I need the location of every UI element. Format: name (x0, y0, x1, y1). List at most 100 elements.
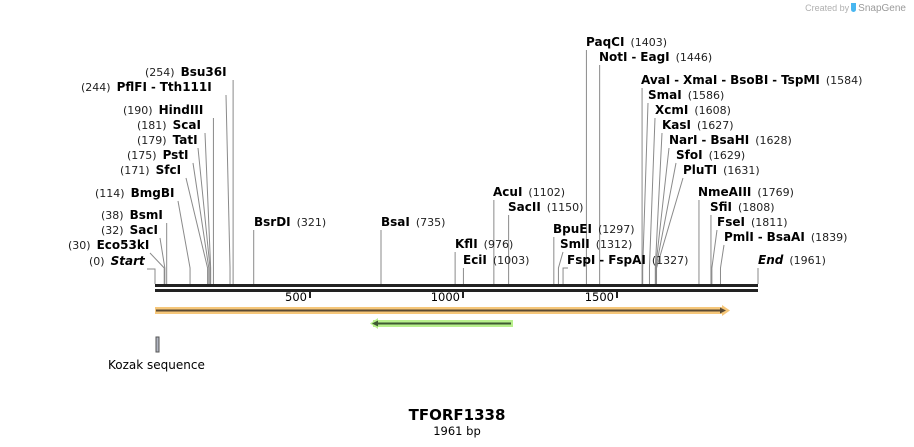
arrow-left-icon (372, 320, 378, 327)
orf-forward-feature[interactable] (155, 305, 730, 316)
cut-line-fsei (711, 229, 718, 284)
site-label-end[interactable]: End (1961) (758, 253, 832, 268)
separator: - (701, 133, 707, 147)
site-label-pluti[interactable]: PluTI (1631) (683, 163, 766, 178)
site-label-avai[interactable]: AvaI - XmaI - BsoBI - TspMI (1584) (641, 73, 868, 88)
enzyme-name: BsaHI (710, 133, 750, 147)
separator: - (674, 73, 680, 87)
credit-prefix: Created by (805, 3, 850, 13)
enzyme-name: NarI (669, 133, 698, 147)
sequence-backbone-top[interactable] (155, 284, 758, 287)
enzyme-name: FspAI (608, 253, 646, 267)
site-label-start[interactable]: (0) Start (83, 254, 145, 269)
site-label-smai[interactable]: SmaI (1586) (648, 88, 730, 103)
site-label-kasi[interactable]: KasI (1627) (662, 118, 740, 133)
site-position: (1003) (492, 254, 530, 267)
enzyme-name: AcuI (493, 185, 523, 199)
site-position: (1811) (750, 216, 788, 229)
site-position: (0) (89, 255, 105, 268)
site-position: (976) (483, 238, 514, 251)
arrow-right-icon (720, 307, 726, 314)
cut-line-xcmi (648, 117, 656, 284)
site-label-smli[interactable]: SmlI (1312) (560, 237, 638, 252)
site-position: (1631) (723, 164, 760, 177)
cut-line-saci (159, 237, 166, 284)
site-label-kfli[interactable]: KflI (976) (455, 237, 519, 252)
snapgene-logo-icon (851, 3, 857, 12)
sequence-name: TFORF1338 (408, 406, 506, 424)
enzyme-name: Eco53kI (96, 238, 150, 252)
kozak-sequence-feature[interactable] (155, 336, 160, 353)
site-label-bmgbi[interactable]: (114) BmgBI (89, 186, 174, 201)
site-label-paqci[interactable]: PaqCI (1403) (586, 35, 673, 50)
enzyme-name: NotI (599, 50, 628, 64)
site-position: (1808) (738, 201, 775, 214)
enzyme-name: PmlI (724, 230, 754, 244)
sequence-backbone-bottom[interactable] (155, 289, 758, 292)
site-label-xcmi[interactable]: XcmI (1608) (655, 103, 737, 118)
site-label-psti[interactable]: (175) PstI (121, 148, 189, 163)
site-label-sfii[interactable]: SfiI (1808) (710, 200, 781, 215)
enzyme-name: Bsu36I (180, 65, 227, 79)
site-label-hindiii[interactable]: (190) HindIII (117, 103, 203, 118)
site-position: (321) (296, 216, 327, 229)
cut-line-eco53ki (149, 252, 165, 284)
site-label-tati[interactable]: (179) TatI (131, 133, 198, 148)
site-position: (1608) (694, 104, 731, 117)
tick-mark (309, 291, 311, 298)
site-position: (1586) (687, 89, 725, 102)
site-label-ecii[interactable]: EciI (1003) (463, 253, 535, 268)
site-label-noti[interactable]: NotI - EagI (1446) (599, 50, 718, 65)
tick-label-1500: 1500 (584, 290, 614, 304)
enzyme-name: TspMI (781, 73, 820, 87)
site-position: (1584) (825, 74, 863, 87)
cut-line-scai (204, 132, 212, 284)
site-label-bsmi[interactable]: (38) BsmI (95, 208, 163, 223)
enzyme-name: TatI (172, 133, 198, 147)
enzyme-name: SfcI (155, 163, 182, 177)
site-label-saci[interactable]: (32) SacI (95, 223, 158, 238)
enzyme-name: PstI (162, 148, 189, 162)
site-label-sfci[interactable]: (171) SfcI (114, 163, 181, 178)
site-label-pflfi[interactable]: (244) PflFI - Tth111I (75, 80, 212, 95)
site-label-pmli[interactable]: PmlI - BsaAI (1839) (724, 230, 853, 245)
site-label-bpuei[interactable]: BpuEI (1297) (553, 222, 641, 237)
site-label-scai[interactable]: (181) ScaI (131, 118, 201, 133)
site-label-sacii[interactable]: SacII (1150) (508, 200, 589, 215)
enzyme-name: PaqCI (586, 35, 625, 49)
site-label-nmeaiii[interactable]: NmeAIII (1769) (698, 185, 800, 200)
site-label-bsu36i[interactable]: (254) Bsu36I (139, 65, 227, 80)
site-position: (32) (101, 224, 124, 237)
site-position: (114) (95, 187, 125, 200)
site-label-fspi[interactable]: FspI - FspAI (1327) (567, 253, 694, 268)
site-position: (1150) (546, 201, 584, 214)
site-position: (1769) (757, 186, 794, 199)
enzyme-name: SacII (508, 200, 541, 214)
site-label-nari[interactable]: NarI - BsaHI (1628) (669, 133, 798, 148)
enzyme-name: BmgBI (130, 186, 175, 200)
enzyme-name: PluTI (683, 163, 718, 177)
site-label-sfoi[interactable]: SfoI (1629) (676, 148, 751, 163)
site-position: (1297) (597, 223, 635, 236)
enzyme-name: BsrDI (254, 215, 291, 229)
orf-reverse-feature[interactable] (370, 318, 513, 329)
site-label-bsrdi[interactable]: BsrDI (321) (254, 215, 332, 230)
tick-label-500: 500 (285, 290, 307, 304)
site-label-fsei[interactable]: FseI (1811) (717, 215, 794, 230)
site-label-acui[interactable]: AcuI (1102) (493, 185, 571, 200)
site-position: (254) (145, 66, 175, 79)
site-position: (1446) (675, 51, 713, 64)
cut-line-fspi (562, 267, 568, 284)
enzyme-name: SmaI (648, 88, 682, 102)
site-label-eco53ki[interactable]: (30) Eco53kI (62, 238, 149, 253)
site-position: (179) (137, 134, 167, 147)
site-label-bsai[interactable]: BsaI (735) (381, 215, 451, 230)
enzyme-name: XmaI (683, 73, 718, 87)
site-position: (1839) (810, 231, 848, 244)
separator: - (599, 253, 605, 267)
site-position: (175) (127, 149, 157, 162)
site-position: (1627) (697, 119, 734, 132)
enzyme-name: FspI (567, 253, 596, 267)
